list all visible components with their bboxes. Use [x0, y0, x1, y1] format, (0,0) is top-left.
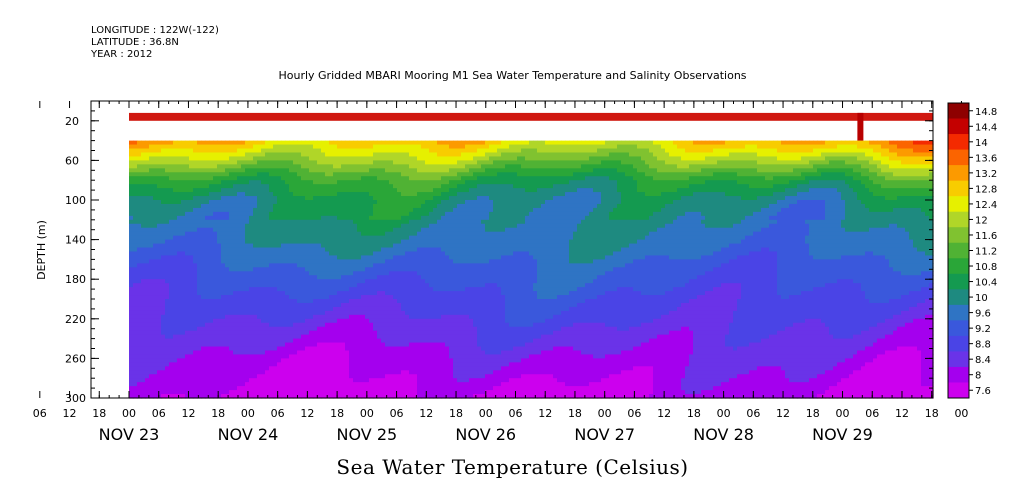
x-hour-label: 18	[211, 407, 225, 420]
x-hour-label: 12	[181, 407, 195, 420]
surface-sensor-bar	[129, 112, 933, 121]
colorbar-swatch	[948, 118, 969, 135]
colorbar-label: 12.8	[975, 184, 997, 195]
y-tick-label: 220	[65, 313, 86, 326]
x-hour-label: 06	[627, 407, 641, 420]
x-hour-label: 00	[836, 407, 850, 420]
colorbar-swatch	[948, 258, 969, 275]
x-hour-label: 18	[806, 407, 820, 420]
colorbar-swatch	[948, 273, 969, 290]
chart-title: Hourly Gridded MBARI Mooring M1 Sea Wate…	[278, 69, 747, 82]
colorbar-label: 10.4	[975, 278, 997, 289]
surface-connector-bar	[857, 112, 864, 141]
x-day-label: NOV 25	[337, 425, 398, 444]
x-hour-label: 12	[895, 407, 909, 420]
colorbar-swatch	[948, 304, 969, 321]
x-hour-label: 06	[390, 407, 404, 420]
x-hour-label: 18	[330, 407, 344, 420]
colorbar-label: 14.8	[975, 107, 997, 118]
x-hour-label: 00	[122, 407, 136, 420]
latitude-label: LATITUDE : 36.8N	[91, 37, 179, 48]
colorbar-swatch	[948, 382, 969, 399]
colorbar-label: 11.6	[975, 231, 997, 242]
temperature-field	[129, 140, 934, 399]
colorbar-swatch	[948, 196, 969, 213]
x-hour-label: 18	[568, 407, 582, 420]
x-hour-label: 06	[271, 407, 285, 420]
y-tick-label: 60	[65, 154, 79, 167]
y-tick-label: 260	[65, 352, 86, 365]
x-day-label: NOV 27	[574, 425, 635, 444]
colorbar-label: 12	[975, 215, 988, 226]
x-hour-label: 06	[865, 407, 879, 420]
x-hour-label: 18	[925, 407, 939, 420]
colorbar-label: 13.2	[975, 169, 997, 180]
colorbar-swatch	[948, 149, 969, 166]
y-tick-label: 100	[65, 194, 86, 207]
x-hour-label: 00	[717, 407, 731, 420]
colorbar-label: 13.6	[975, 153, 997, 164]
y-tick-label: 20	[65, 115, 79, 128]
x-day-label: NOV 24	[218, 425, 279, 444]
x-hour-label: 18	[92, 407, 106, 420]
y-tick-label: 180	[65, 273, 86, 286]
colorbar-swatch	[948, 180, 969, 197]
colorbar-label: 8	[975, 371, 981, 382]
x-hour-label: 06	[508, 407, 522, 420]
x-hour-label: 00	[598, 407, 612, 420]
colorbar-label: 10.8	[975, 262, 997, 273]
colorbar-swatch	[948, 211, 969, 228]
x-hour-label: 12	[776, 407, 790, 420]
x-hour-label: 00	[479, 407, 493, 420]
colorbar-swatch	[948, 134, 969, 151]
colorbar-label: 8.4	[975, 355, 991, 366]
x-hour-label: 18	[449, 407, 463, 420]
colorbar-swatch	[948, 335, 969, 352]
x-hour-label: 06	[746, 407, 760, 420]
colorbar-label: 9.6	[975, 309, 991, 320]
colorbar-label: 14.4	[975, 122, 997, 133]
colorbar-label: 10	[975, 293, 988, 304]
x-day-label: NOV 29	[812, 425, 873, 444]
x-day-label: NOV 26	[455, 425, 516, 444]
x-hour-label: 00	[360, 407, 374, 420]
colorbar-label: 9.2	[975, 324, 991, 335]
colorbar-label: 8.8	[975, 340, 991, 351]
colorbar-swatch	[948, 320, 969, 337]
colorbar-swatch	[948, 289, 969, 306]
x-hour-label: 06	[152, 407, 166, 420]
colorbar-swatch	[948, 103, 969, 120]
x-hour-label: 00	[241, 407, 255, 420]
longitude-label: LONGITUDE : 122W(-122)	[91, 25, 219, 36]
colorbar-label: 11.2	[975, 247, 997, 258]
x-hour-label: 12	[63, 407, 77, 420]
y-axis-label: DEPTH (m)	[35, 220, 48, 280]
x-hour-label: 06	[33, 407, 47, 420]
year-label: YEAR : 2012	[91, 49, 153, 60]
x-hour-label: 12	[538, 407, 552, 420]
colorbar-swatch	[948, 242, 969, 259]
y-tick-label: 300	[65, 392, 86, 405]
x-day-label: NOV 23	[99, 425, 160, 444]
colorbar-label: 7.6	[975, 386, 991, 397]
colorbar-swatch	[948, 165, 969, 182]
x-hour-label: 12	[657, 407, 671, 420]
x-hour-label: 00	[954, 407, 968, 420]
chart-subtitle: Sea Water Temperature (Celsius)	[336, 455, 689, 479]
colorbar-label: 12.4	[975, 200, 997, 211]
y-tick-label: 140	[65, 234, 86, 247]
x-hour-label: 18	[687, 407, 701, 420]
x-hour-label: 12	[419, 407, 433, 420]
colorbar-label: 14	[975, 138, 988, 149]
x-hour-label: 12	[300, 407, 314, 420]
colorbar-swatch	[948, 366, 969, 383]
colorbar-swatch	[948, 227, 969, 244]
x-day-label: NOV 28	[693, 425, 754, 444]
colorbar-swatch	[948, 351, 969, 368]
